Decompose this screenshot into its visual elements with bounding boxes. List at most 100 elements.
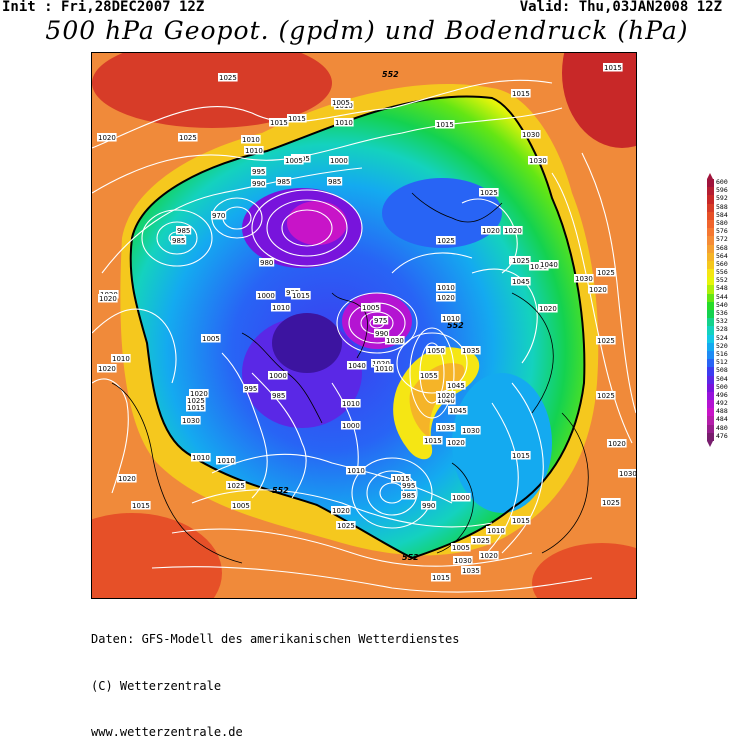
isobar-label: 1040 [347, 361, 367, 370]
colorbar-label: 504 [716, 374, 728, 383]
isobar-label: 1015 [186, 403, 206, 412]
svg-text:1015: 1015 [512, 517, 530, 525]
colorbar-swatch [707, 179, 714, 188]
svg-text:1020: 1020 [98, 134, 116, 142]
colorbar-swatch [707, 383, 714, 392]
isobar-label: 1015 [287, 114, 307, 123]
colorbar-label: 588 [716, 202, 728, 211]
isobar-label: 1010 [486, 526, 506, 535]
colorbar-level: 596 [707, 186, 734, 196]
colorbar-level: 568 [707, 243, 734, 253]
isobar-label: 1025 [511, 256, 531, 265]
isobar-label: 980 [259, 258, 275, 267]
colorbar-label: 584 [716, 210, 728, 219]
colorbar-level: 544 [707, 293, 734, 302]
isobar-label: 1020 [98, 294, 118, 303]
svg-text:1035: 1035 [462, 347, 480, 355]
isobar-label: 985 [271, 391, 287, 400]
svg-text:1020: 1020 [608, 440, 626, 448]
coastlines [111, 192, 589, 564]
isobar-label: 1045 [448, 406, 468, 415]
isobar-label: 1045 [511, 277, 531, 286]
colorbar-level: 560 [707, 260, 734, 270]
svg-text:1055: 1055 [420, 372, 438, 380]
colorbar-label: 508 [716, 366, 728, 375]
svg-text:1020: 1020 [332, 507, 350, 515]
colorbar-level: 512 [707, 358, 734, 368]
isobar-label: 1015 [511, 451, 531, 460]
svg-text:1015: 1015 [187, 404, 205, 412]
geopotential-label: 552 [402, 553, 419, 562]
isobar-label: 1030 [528, 156, 548, 165]
isobar-label: 1020 [588, 285, 608, 294]
footer-credits: Daten: GFS-Modell des amerikanischen Wet… [91, 601, 459, 756]
isobar-label: 1020 [97, 133, 117, 142]
colorbar-swatch [707, 432, 714, 441]
svg-text:1010: 1010 [487, 527, 505, 535]
colorbar-label: 484 [716, 415, 728, 424]
svg-text:1035: 1035 [462, 567, 480, 575]
isobar-label: 1020 [436, 293, 456, 302]
isobar-label: 1010 [346, 466, 366, 475]
red-high-bottomright [532, 543, 636, 598]
colorbar-label: 568 [716, 243, 728, 252]
colorbar-swatch [707, 301, 714, 310]
red-high-bottomleft [92, 513, 222, 598]
isobar-label: 1010 [374, 364, 394, 373]
colorbar-level: 476 [707, 432, 734, 441]
svg-text:1030: 1030 [619, 470, 636, 478]
colorbar-swatch [707, 228, 714, 237]
isobar-label: 1045 [446, 381, 466, 390]
svg-text:1025: 1025 [602, 499, 620, 507]
isobar-label: 1025 [226, 481, 246, 490]
colorbar-swatch [707, 269, 714, 278]
svg-text:1010: 1010 [347, 467, 365, 475]
svg-text:1045: 1045 [512, 278, 530, 286]
isobar-label: 1040 [436, 396, 456, 405]
isobar-label: 1035 [461, 346, 481, 355]
isobar-label: 1020 [189, 389, 209, 398]
isobar-label: 1025 [218, 73, 238, 82]
colorbar-label: 600 [716, 178, 728, 186]
isobar-label: 1030 [521, 130, 541, 139]
isobar-label: 1020 [479, 551, 499, 560]
colorbar-label: 580 [716, 218, 728, 227]
colorbar-level: 600 [707, 178, 734, 188]
svg-text:1020: 1020 [98, 365, 116, 373]
colorbar-level: 500 [707, 383, 734, 392]
isobar-label: 1015 [511, 89, 531, 98]
colorbar-label: 552 [716, 276, 728, 285]
svg-text:1020: 1020 [447, 439, 465, 447]
svg-text:985: 985 [177, 227, 190, 235]
svg-text:1010: 1010 [272, 304, 290, 312]
isobar-label: 1020 [97, 364, 117, 373]
colorbar-swatch [707, 187, 714, 196]
colorbar-swatch [707, 350, 714, 360]
colorbar-swatch [707, 326, 714, 335]
svg-text:1020: 1020 [99, 295, 117, 303]
svg-text:1020: 1020 [589, 286, 607, 294]
red-high-topright [562, 53, 636, 148]
colorbar-swatch [707, 416, 714, 425]
isobar-label: 1000 [329, 156, 349, 165]
colorbar-swatch [707, 408, 714, 417]
svg-text:1015: 1015 [392, 475, 410, 483]
colorbar-label: 536 [716, 309, 728, 317]
svg-text:1000: 1000 [257, 292, 275, 300]
colorbar-swatch [707, 260, 714, 270]
colorbar-label: 496 [716, 390, 728, 399]
svg-text:1035: 1035 [437, 424, 455, 432]
isobar-label: 1010 [436, 283, 456, 292]
svg-text:1015: 1015 [132, 502, 150, 510]
svg-text:1010: 1010 [342, 400, 360, 408]
colorbar-swatch [707, 318, 714, 327]
isobar-label: 1015 [291, 291, 311, 300]
isobar-label: 1030 [618, 469, 636, 478]
colorbar-swatch [707, 375, 714, 384]
svg-text:1025: 1025 [227, 482, 245, 490]
colorbar-level: 492 [707, 399, 734, 409]
footer-data-source: Daten: GFS-Modell des amerikanischen Wet… [91, 632, 460, 646]
isobar-label: 1025 [596, 336, 616, 345]
blue-trough-east [452, 373, 552, 513]
